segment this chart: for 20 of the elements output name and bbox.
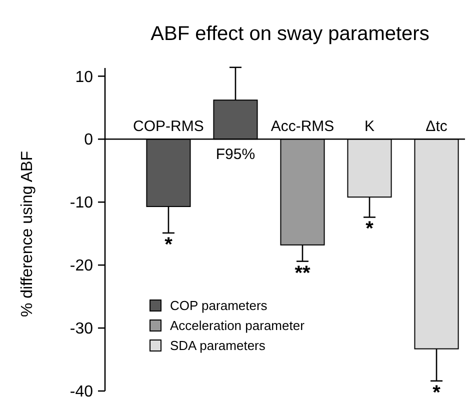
y-axis-title: % difference using ABF [19,150,36,318]
annotation: ** [294,262,310,284]
x-tick-label: K [364,118,375,136]
x-tick-label: COP-RMS [133,118,204,136]
x-tick-label: F95% [216,146,256,164]
legend-label: SDA parameters [170,338,266,353]
y-tick-label: -10 [70,194,94,212]
annotation: * [366,218,374,240]
legend-label: Acceleration parameter [170,318,306,333]
annotation: * [432,382,441,404]
y-tick-label: 0 [84,132,94,149]
y-tick-label: -30 [70,320,94,338]
x-tick-label: Δtc [426,118,448,136]
chart-title: ABF effect on sway parameters [150,23,430,45]
y-tick-label: 10 [75,68,94,86]
y-tick-label: -40 [70,384,94,401]
legend-label: COP parameters [170,298,268,313]
x-tick-label: Acc-RMS [270,118,334,136]
annotation: * [164,234,173,256]
y-tick-label: -20 [70,258,94,275]
